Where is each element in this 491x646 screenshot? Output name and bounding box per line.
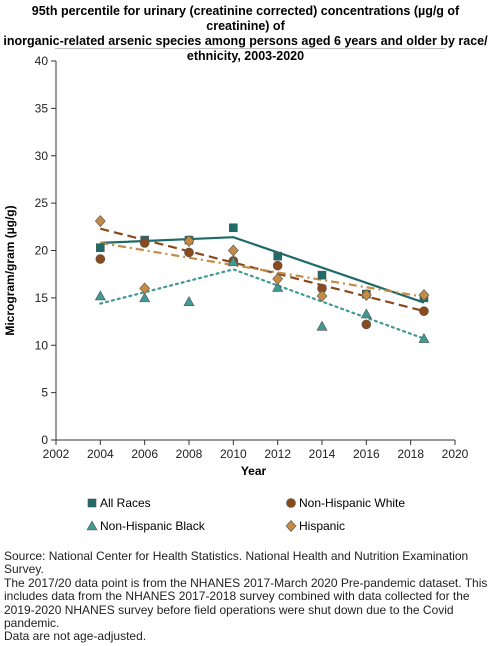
data-point-all-races	[229, 223, 238, 233]
note-line: Survey.	[4, 562, 44, 577]
legend-label-all-races: All Races	[100, 496, 151, 510]
x-tick-label: 2012	[264, 447, 291, 461]
x-tick-label: 2014	[309, 447, 336, 461]
legend: All Races Non-Hispanic White Non-Hispanic …	[86, 496, 405, 533]
x-tick-label: 2018	[397, 447, 424, 461]
legend-item-all-races: All Races	[87, 496, 151, 510]
note-line: Data are not age-adjusted.	[4, 629, 147, 644]
x-tick-label: 2004	[87, 447, 114, 461]
source-notes: Source: National Center for Health Stati…	[4, 549, 488, 644]
data-point-non-hispanic-white	[419, 306, 429, 316]
legend-item-non-hispanic-black: Non-Hispanic Black	[86, 519, 206, 533]
legend-marker-non-hispanic-white	[286, 498, 296, 508]
y-tick-label: 0	[41, 433, 48, 447]
data-point-non-hispanic-black	[94, 290, 106, 301]
axes: 0 5 10 15 20 25 30 35 40 2002 2004 2006 2008 2010 2012…	[3, 54, 469, 478]
trend-line-non-hispanic-black	[99, 268, 426, 340]
data-point-hispanic	[227, 244, 239, 257]
y-tick-label: 10	[35, 338, 49, 352]
data-point-non-hispanic-black	[316, 320, 328, 331]
x-tick-label: 2010	[220, 447, 247, 461]
data-point-non-hispanic-white	[95, 254, 106, 264]
note-line: Source: National Center for Health Stati…	[4, 549, 469, 563]
data-point-non-hispanic-white	[139, 238, 150, 248]
legend-label-non-hispanic-black: Non-Hispanic Black	[100, 519, 206, 533]
legend-marker-non-hispanic-black	[86, 520, 98, 531]
data-point-non-hispanic-white	[272, 260, 283, 271]
note-line: includes data from the NHANES 2017-2018 …	[4, 589, 470, 604]
data-point-hispanic	[183, 235, 195, 247]
note-line: pandemic.	[4, 616, 60, 631]
y-tick-label: 15	[35, 291, 49, 305]
trend-line-hispanic	[100, 241, 425, 298]
note-line: The 2017/20 data point is from the NHANE…	[4, 575, 488, 590]
x-axis-title: Year	[241, 464, 267, 478]
x-tick-label: 2002	[43, 447, 70, 461]
legend-label-hispanic: Hispanic	[299, 519, 345, 533]
y-tick-label: 5	[41, 386, 48, 400]
note-line: 2019-2020 NHANES survey before field ope…	[4, 602, 454, 617]
x-tick-label: 2016	[353, 447, 380, 461]
legend-label-non-hispanic-white: Non-Hispanic White	[299, 496, 405, 510]
data-point-non-hispanic-black	[227, 256, 239, 267]
data-point-hispanic	[272, 272, 284, 285]
data-point-hispanic	[360, 289, 372, 301]
data-point-non-hispanic-black	[183, 296, 195, 306]
chart-title-line: ethnicity, 2003-2020	[186, 49, 305, 63]
y-tick-label: 30	[35, 149, 49, 163]
data-point-all-races	[317, 270, 327, 280]
data-point-non-hispanic-white	[361, 319, 372, 330]
data-point-non-hispanic-white	[184, 247, 194, 258]
x-tick-label: 2020	[442, 447, 469, 461]
chart-canvas: 0 5 10 15 20 25 30 35 40 2002 2004 2006 2008 2010 2012…	[3, 48, 469, 533]
y-axis-title: Microgram/gram (µg/g)	[3, 205, 17, 335]
chart-title-line: 95th percentile for urinary (creatinine …	[31, 4, 460, 33]
x-tick-label: 2008	[176, 447, 203, 461]
data-point-non-hispanic-black	[272, 281, 284, 292]
legend-marker-hispanic	[285, 520, 297, 532]
data-point-hispanic	[94, 215, 106, 228]
data-points	[94, 215, 430, 343]
y-tick-label: 40	[35, 54, 49, 68]
data-point-all-races	[96, 243, 105, 252]
chart-title: 95th percentile for urinary (creatinine …	[0, 4, 491, 64]
data-point-hispanic	[139, 282, 151, 295]
legend-marker-all-races	[87, 498, 97, 508]
legend-item-non-hispanic-white: Non-Hispanic White	[286, 496, 405, 510]
data-point-non-hispanic-black	[139, 292, 151, 303]
chart-title-line: inorganic-related arsenic species among …	[3, 34, 488, 48]
y-tick-label: 20	[35, 244, 49, 258]
data-point-hispanic	[418, 289, 430, 301]
x-tick-label: 2006	[131, 447, 158, 461]
data-point-all-races	[273, 251, 282, 261]
data-point-hispanic	[316, 290, 328, 302]
legend-item-hispanic: Hispanic	[285, 519, 345, 533]
data-point-non-hispanic-black	[418, 332, 430, 343]
data-point-non-hispanic-black	[360, 308, 372, 319]
y-tick-label: 25	[35, 196, 49, 210]
y-tick-label: 35	[35, 101, 49, 115]
